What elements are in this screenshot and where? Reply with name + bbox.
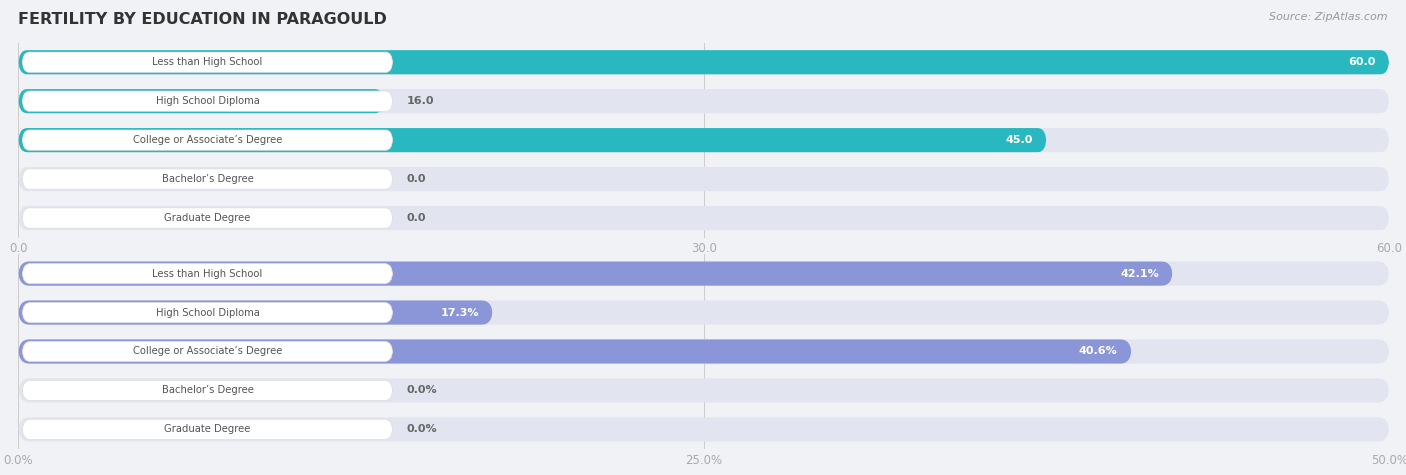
- Text: 0.0%: 0.0%: [406, 385, 437, 396]
- FancyBboxPatch shape: [18, 262, 1389, 285]
- Text: 0.0: 0.0: [406, 174, 426, 184]
- FancyBboxPatch shape: [22, 208, 392, 228]
- FancyBboxPatch shape: [22, 130, 392, 150]
- FancyBboxPatch shape: [22, 264, 392, 284]
- FancyBboxPatch shape: [18, 50, 1389, 74]
- Text: College or Associate’s Degree: College or Associate’s Degree: [132, 346, 283, 357]
- FancyBboxPatch shape: [18, 418, 1389, 441]
- Text: 16.0: 16.0: [406, 96, 433, 106]
- FancyBboxPatch shape: [18, 50, 1389, 74]
- Text: Source: ZipAtlas.com: Source: ZipAtlas.com: [1270, 12, 1388, 22]
- FancyBboxPatch shape: [18, 301, 1389, 324]
- FancyBboxPatch shape: [18, 128, 1046, 152]
- FancyBboxPatch shape: [22, 380, 392, 400]
- Text: 0.0%: 0.0%: [406, 424, 437, 435]
- Text: 17.3%: 17.3%: [440, 307, 479, 318]
- FancyBboxPatch shape: [18, 301, 492, 324]
- Text: 40.6%: 40.6%: [1078, 346, 1118, 357]
- Text: College or Associate’s Degree: College or Associate’s Degree: [132, 135, 283, 145]
- FancyBboxPatch shape: [18, 340, 1389, 363]
- FancyBboxPatch shape: [18, 340, 1132, 363]
- FancyBboxPatch shape: [22, 342, 392, 361]
- FancyBboxPatch shape: [22, 91, 392, 111]
- Text: 42.1%: 42.1%: [1121, 268, 1159, 279]
- FancyBboxPatch shape: [22, 303, 392, 323]
- FancyBboxPatch shape: [18, 379, 1389, 402]
- FancyBboxPatch shape: [22, 419, 392, 439]
- Text: FERTILITY BY EDUCATION IN PARAGOULD: FERTILITY BY EDUCATION IN PARAGOULD: [18, 12, 387, 27]
- Text: Graduate Degree: Graduate Degree: [165, 213, 250, 223]
- Text: 60.0: 60.0: [1348, 57, 1375, 67]
- Text: 45.0: 45.0: [1005, 135, 1032, 145]
- FancyBboxPatch shape: [18, 89, 384, 113]
- FancyBboxPatch shape: [18, 167, 1389, 191]
- Text: 0.0: 0.0: [406, 213, 426, 223]
- FancyBboxPatch shape: [22, 169, 392, 189]
- FancyBboxPatch shape: [18, 262, 1173, 285]
- Text: Graduate Degree: Graduate Degree: [165, 424, 250, 435]
- Text: High School Diploma: High School Diploma: [156, 96, 259, 106]
- Text: Less than High School: Less than High School: [152, 268, 263, 279]
- Text: High School Diploma: High School Diploma: [156, 307, 259, 318]
- FancyBboxPatch shape: [18, 206, 1389, 230]
- Text: Bachelor’s Degree: Bachelor’s Degree: [162, 385, 253, 396]
- FancyBboxPatch shape: [22, 52, 392, 72]
- FancyBboxPatch shape: [18, 89, 1389, 113]
- Text: Bachelor’s Degree: Bachelor’s Degree: [162, 174, 253, 184]
- Text: Less than High School: Less than High School: [152, 57, 263, 67]
- FancyBboxPatch shape: [18, 128, 1389, 152]
